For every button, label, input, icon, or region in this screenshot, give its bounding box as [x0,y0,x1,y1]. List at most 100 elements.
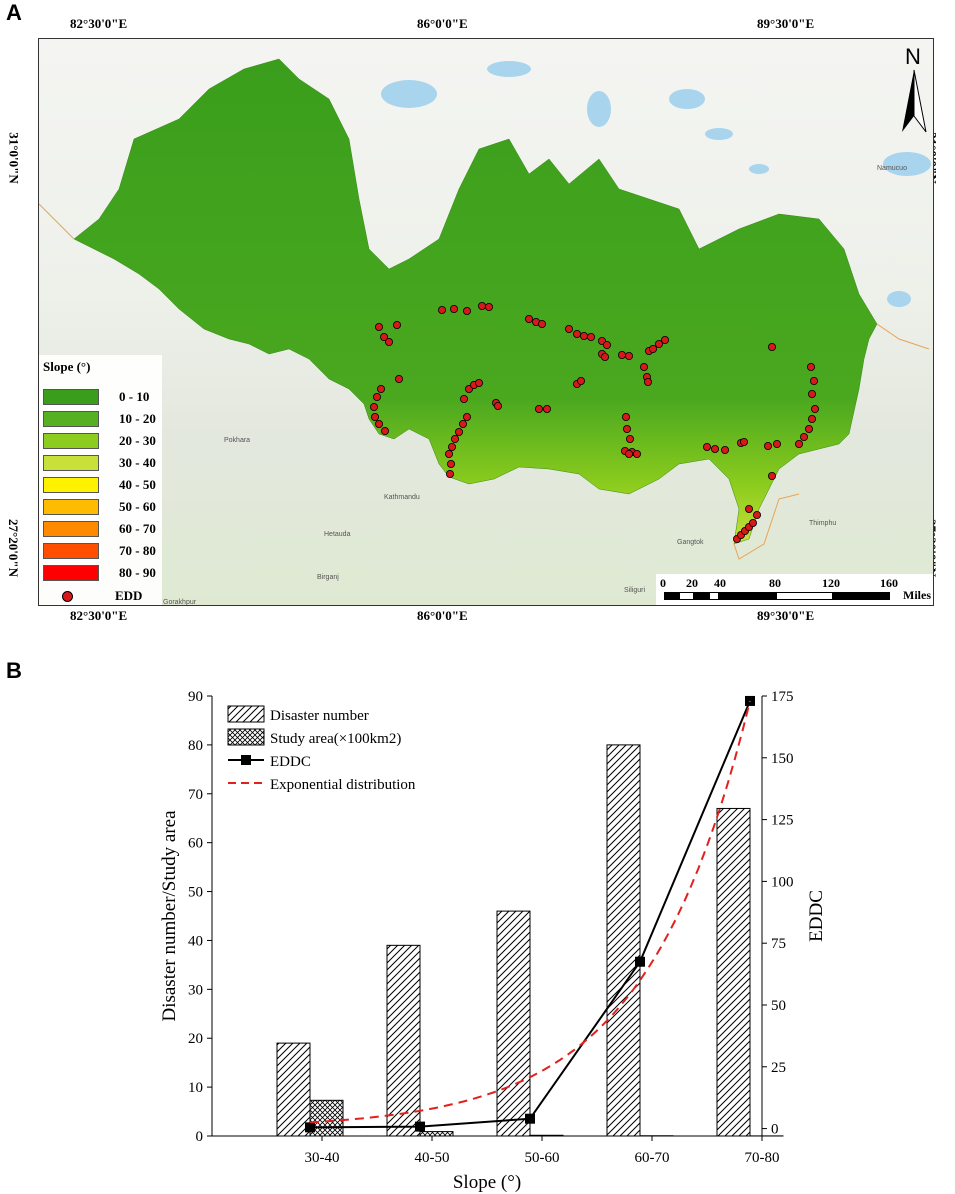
edd-point [449,304,458,313]
scale-segment [694,592,709,600]
eddc-marker [525,1113,535,1124]
legend-swatch [43,455,99,471]
edd-point [454,427,463,436]
edd-point [445,469,454,478]
y2-tick-label: 25 [771,1060,786,1076]
legend-swatch [43,411,99,427]
scale-segment [719,592,776,600]
legend-swatch [43,477,99,493]
y-tick-label: 80 [188,738,203,754]
bottom-lon-label-2: 86°0'0"E [417,608,468,623]
lake [749,164,769,174]
disaster-number-bar [716,807,751,1137]
edd-point [587,332,596,341]
edd-point [392,320,401,329]
y2-tick-label: 150 [771,751,794,767]
disaster-number-bar [496,910,531,1137]
edd-point [394,374,403,383]
edd-point [661,335,670,344]
x-tick-label: 40-50 [415,1150,450,1166]
legend-label: 70 - 80 [119,543,156,558]
slope-chart: 0 10 20 30 40 50 60 70 80 90 0 25 50 75 100 125 150 175 30… [159,689,827,1193]
scale-segment [709,592,719,600]
edd-point [459,394,468,403]
edd-point [618,350,627,359]
y2-tick-label: 50 [771,998,786,1014]
north-arrow-label: N [905,44,921,69]
edd-point [573,329,582,338]
legend-swatch [43,389,99,405]
scale-tick-label: 20 [686,576,698,590]
edd-point [384,337,393,346]
legend-label: Study area(×100km2) [270,731,401,747]
top-lon-label-2: 86°0'0"E [417,16,468,31]
scale-segment [833,592,890,600]
edd-point [369,402,378,411]
edd-point [374,419,383,428]
edd-point [534,404,543,413]
disaster-number-bar [606,744,641,1137]
legend-swatch [227,728,265,746]
edd-point [370,412,379,421]
edd-point [622,412,631,421]
scale-tick-label: 40 [714,576,726,590]
y-tick-label: 90 [188,689,203,705]
edd-point [462,412,471,421]
y2-tick-label: 125 [771,813,794,829]
legend-swatch [43,521,99,537]
legend-swatch [43,543,99,559]
edd-point [745,504,754,513]
legend-label: EDDC [270,754,311,770]
y2-axis-title: EDDC [806,890,827,942]
x-tick-label: 50-60 [525,1150,560,1166]
edd-point [703,442,712,451]
slope-map [39,39,933,605]
legend-label: 30 - 40 [119,455,156,470]
edd-point [800,432,809,441]
edd-point [379,332,388,341]
y-tick-label: 0 [196,1129,204,1145]
study-area-bar [419,1131,454,1137]
lake [587,91,611,127]
y-tick-label: 60 [188,836,203,852]
exponential-distribution-line [309,700,751,1124]
y-tick-label: 20 [188,1031,203,1047]
place-label: Gorakhpur [163,599,197,606]
edd-point [580,331,589,340]
x-tick-label: 30-40 [305,1150,340,1166]
legend-label: 80 - 90 [119,565,156,580]
edd-point [764,441,773,450]
legend-swatch [43,565,99,581]
edd-point [376,384,385,393]
study-area-bar [309,1099,344,1137]
edd-point [625,449,634,458]
edd-point [808,389,817,398]
edd-point [446,459,455,468]
y2-tick-label: 100 [771,874,794,890]
edd-points [369,301,820,543]
scale-tick-label: 80 [769,576,781,590]
place-label: Namucuo [877,165,907,172]
y-axis-title: Disaster number/Study area [159,810,180,1022]
edd-legend-label: EDD [115,588,143,603]
edd-point [811,404,820,413]
legend-label: 40 - 50 [119,477,156,492]
edd-point [484,302,493,311]
y-tick-label: 70 [188,787,203,803]
place-label: Pokhara [224,437,251,444]
scale-tick-label: 120 [822,576,840,590]
edd-point [372,392,381,401]
study-area-bar [529,1134,564,1137]
edd-legend-marker [62,591,73,602]
left-lat-label-1: 31°0'0"N [6,132,22,184]
edd-point [537,319,546,328]
edd-point [450,434,459,443]
edd-point [626,434,635,443]
place-label: Birganj [317,574,339,581]
legend-title: Slope (°) [43,359,91,374]
scale-segment [664,592,679,600]
edd-point [773,439,782,448]
disaster-number-bar [386,944,421,1137]
place-label: Siliguri [624,587,646,594]
lake [883,152,931,176]
